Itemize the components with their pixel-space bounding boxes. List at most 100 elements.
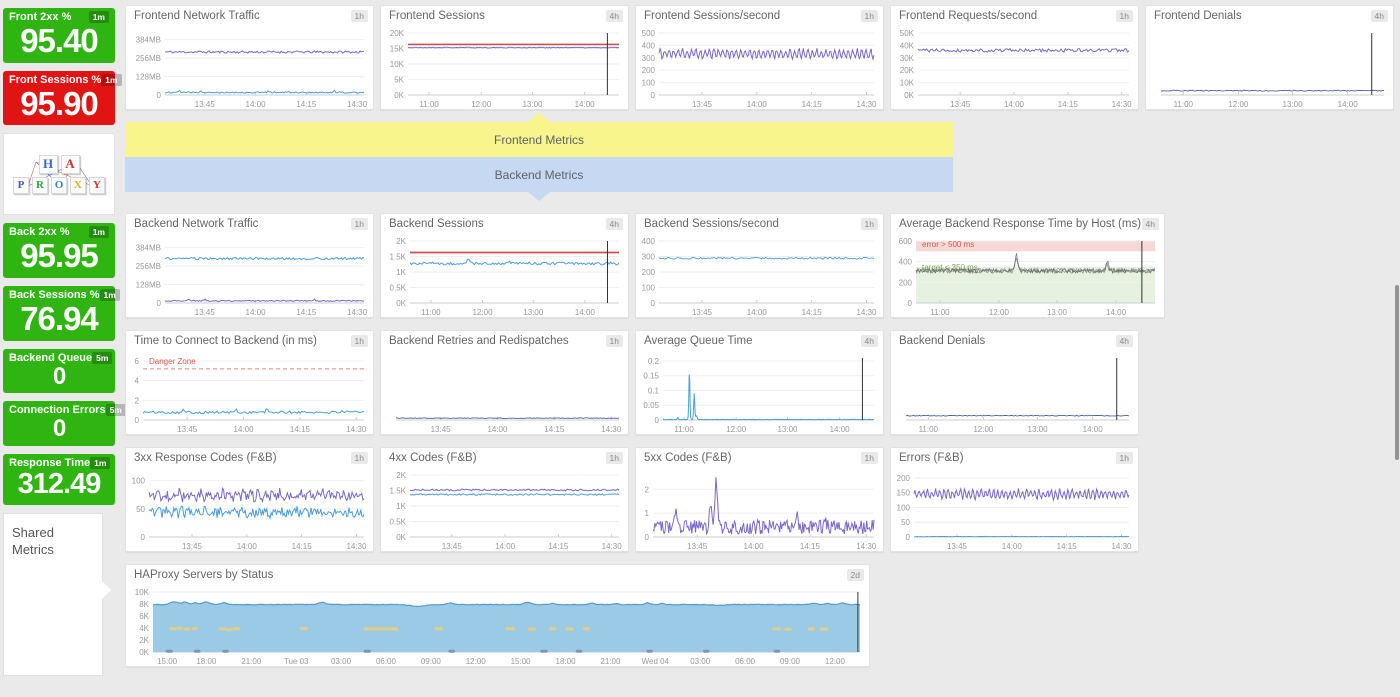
chart-title: Backend Sessions/second <box>644 218 779 230</box>
time-range-badge[interactable]: 1h <box>1115 10 1133 22</box>
time-to-connect-plot[interactable]: 0 2 4 6 13:45 14:00 14:15 14:30 Danger Zone <box>127 352 372 435</box>
chart-card-4xx-codes[interactable]: 4xx Codes (F&B) 1h 0K 0.5K 1K 1.5K 2K 13:45 14… <box>380 447 629 552</box>
metric-widget-front-sessions[interactable]: Front Sessions % 1m 95.90 <box>3 70 122 126</box>
backend-sessions-plot[interactable]: 0K 0.5K 1K 1.5K 2K 11:00 12:00 13:00 14:00 <box>382 235 627 318</box>
time-range-badge[interactable]: 1h <box>350 335 368 347</box>
svg-text:14:00: 14:00 <box>495 542 516 551</box>
time-range-badge[interactable]: 1h <box>860 10 878 22</box>
svg-text:14:30: 14:30 <box>856 542 877 551</box>
metric-value: 0 <box>52 362 66 390</box>
chart-card-backend-sessions-per-second[interactable]: Backend Sessions/second 1h 0 100 200 300 400… <box>635 213 884 318</box>
metric-widget-connection-errors[interactable]: Connection Errors 5m 0 <box>3 401 126 447</box>
time-range-badge[interactable]: 1h <box>860 452 878 464</box>
average-queue-time-plot[interactable]: 0 0.05 0.1 0.15 0.2 11:00 12:00 13:00 14:00 <box>637 352 882 435</box>
metric-widget-backend-queue[interactable]: Backend Queue 5m 0 <box>3 348 115 394</box>
time-range-badge[interactable]: 2d <box>846 569 864 581</box>
time-range-badge[interactable]: 1h <box>350 452 368 464</box>
time-range-badge[interactable]: 4h <box>1141 218 1159 230</box>
chart-header: Average Backend Response Time by Host (m… <box>891 214 1164 235</box>
svg-text:13:00: 13:00 <box>1047 308 1068 317</box>
time-range-badge[interactable]: 4h <box>1370 10 1388 22</box>
metric-value: 312.49 <box>17 468 102 501</box>
5xx-codes-plot[interactable]: 0 1 2 13:45 14:00 14:15 14:30 <box>637 469 882 552</box>
chart-card-average-backend-response-time[interactable]: Average Backend Response Time by Host (m… <box>890 213 1165 318</box>
metric-header: Response Time 1m <box>9 457 111 470</box>
time-range-badge[interactable]: 4h <box>1115 335 1133 347</box>
time-range-badge[interactable]: 1h <box>860 218 878 230</box>
chart-card-5xx-codes[interactable]: 5xx Codes (F&B) 1h 0 1 2 13:45 14:00 14:15 14:… <box>635 447 884 552</box>
svg-text:384MB: 384MB <box>136 244 161 253</box>
backend-sessions-per-second-plot[interactable]: 0 100 200 300 400 13:45 14:00 14:15 14:30 <box>637 235 882 318</box>
chart-card-frontend-denials[interactable]: Frontend Denials 4h 11:00 12:00 13:00 14:00 <box>1145 5 1394 110</box>
time-range-badge[interactable]: 1h <box>1115 452 1133 464</box>
chart-card-frontend-sessions-per-second[interactable]: Frontend Sessions/second 1h 0 100 200 300 40… <box>635 5 884 110</box>
time-range-badge[interactable]: 4h <box>605 10 623 22</box>
backend-network-traffic-plot[interactable]: 0 128MB 256MB 384MB 13:45 14:00 14:15 14:30 <box>127 235 372 318</box>
sidebar: Front 2xx % 1m 95.40 Front Sessions % 1m… <box>3 8 126 676</box>
logo-letter: X <box>70 176 86 194</box>
errors-plot[interactable]: 0 50 100 150 200 13:45 14:00 14:15 14:30 <box>892 469 1137 552</box>
haproxy-servers-by-status-plot[interactable]: 0K 2K 4K 6K 8K 10K 15:00 18:00 21:00 Tue 03 03:00 0… <box>127 586 868 667</box>
chart-card-time-to-connect[interactable]: Time to Connect to Backend (in ms) 1h 0 2… <box>125 330 374 435</box>
chart-header: 4xx Codes (F&B) 1h <box>381 448 628 469</box>
metric-widget-back-sessions[interactable]: Back Sessions % 1m 76.94 <box>3 285 120 341</box>
svg-text:200: 200 <box>899 278 913 287</box>
time-range-badge[interactable]: 1h <box>605 335 623 347</box>
svg-text:4K: 4K <box>139 624 149 633</box>
backend-retries-plot[interactable]: 13:45 14:00 14:15 14:30 <box>382 352 627 435</box>
svg-text:14:00: 14:00 <box>575 308 596 317</box>
4xx-codes-plot[interactable]: 0K 0.5K 1K 1.5K 2K 13:45 14:00 14:15 14:30 <box>382 469 627 552</box>
chart-card-backend-denials[interactable]: Backend Denials 4h 11:00 12:00 13:00 14:00 <box>890 330 1139 435</box>
chart-card-haproxy-servers-by-status[interactable]: HAProxy Servers by Status 2d 0K 2K 4K 6K 8K 1… <box>125 564 870 667</box>
frontend-network-traffic-plot[interactable]: 0 128MB 256MB 384MB 13:45 14:00 14:15 14:30 <box>127 27 372 110</box>
dashboard-grid: Frontend Network Traffic 1h 0 128MB 256MB 3… <box>125 5 1397 679</box>
chart-header: Frontend Sessions/second 1h <box>636 6 883 27</box>
time-range-badge[interactable]: 4h <box>605 218 623 230</box>
frontend-denials-plot[interactable]: 11:00 12:00 13:00 14:00 <box>1147 27 1392 110</box>
svg-text:6K: 6K <box>139 612 149 621</box>
metric-label: Connection Errors <box>9 404 106 417</box>
svg-text:13:45: 13:45 <box>431 425 452 434</box>
metric-widget-front-2xx[interactable]: Front 2xx % 1m 95.40 <box>3 8 115 63</box>
chart-header: Frontend Requests/second 1h <box>891 6 1138 27</box>
chart-card-frontend-network-traffic[interactable]: Frontend Network Traffic 1h 0 128MB 256MB 3… <box>125 5 374 110</box>
svg-text:14:00: 14:00 <box>1002 542 1023 551</box>
svg-text:target < 350 ms: target < 350 ms <box>922 263 978 272</box>
chart-card-frontend-sessions[interactable]: Frontend Sessions 4h 0K 5K 10K 15K 20K 11:00 1… <box>380 5 629 110</box>
metric-value: 95.40 <box>20 22 99 59</box>
svg-text:13:45: 13:45 <box>947 542 968 551</box>
time-range-badge[interactable]: 1h <box>605 452 623 464</box>
metric-widget-back-2xx[interactable]: Back 2xx % 1m 95.95 <box>3 223 115 278</box>
svg-text:Tue 03: Tue 03 <box>284 657 309 666</box>
average-backend-response-time-plot[interactable]: 0 200 400 600 11:00 12:00 13:00 14:00 error > 50… <box>892 235 1163 318</box>
metric-widget-response-time[interactable]: Response Time 1m 312.49 <box>3 454 115 505</box>
svg-text:0K: 0K <box>904 91 914 100</box>
metric-window-badge: 1m <box>101 73 122 86</box>
frontend-sessions-per-second-plot[interactable]: 0 100 200 300 400 500 13:45 14:00 14:15 14:30 <box>637 27 882 110</box>
svg-text:14:00: 14:00 <box>575 100 596 109</box>
chart-title: Backend Denials <box>899 335 986 347</box>
3xx-codes-plot[interactable]: 0 50 100 13:45 14:00 14:15 14:30 <box>127 469 372 552</box>
chart-card-backend-network-traffic[interactable]: Backend Network Traffic 1h 0 128MB 256MB 38… <box>125 213 374 318</box>
svg-text:0: 0 <box>651 299 656 308</box>
svg-text:14:30: 14:30 <box>856 100 877 109</box>
backend-metrics-arrow-icon <box>528 192 550 201</box>
vertical-scrollbar[interactable] <box>1395 285 1399 460</box>
backend-denials-plot[interactable]: 11:00 12:00 13:00 14:00 <box>892 352 1137 435</box>
frontend-requests-per-second-plot[interactable]: 0K 10K 20K 30K 40K 50K 13:45 14:00 14:15 14:30 <box>892 27 1137 110</box>
time-range-badge[interactable]: 1h <box>350 218 368 230</box>
metric-header: Connection Errors 5m <box>9 404 126 417</box>
chart-card-backend-retries[interactable]: Backend Retries and Redispatches 1h 13:4… <box>380 330 629 435</box>
chart-card-average-queue-time[interactable]: Average Queue Time 4h 0 0.05 0.1 0.15 0.2 11:… <box>635 330 884 435</box>
time-range-badge[interactable]: 4h <box>860 335 878 347</box>
svg-text:14:15: 14:15 <box>1058 100 1079 109</box>
chart-card-errors[interactable]: Errors (F&B) 1h 0 50 100 150 200 13:45 14:00 14… <box>890 447 1139 552</box>
frontend-sessions-plot[interactable]: 0K 5K 10K 15K 20K 11:00 12:00 13:00 14:00 <box>382 27 627 110</box>
chart-title: Frontend Requests/second <box>899 10 1038 22</box>
time-range-badge[interactable]: 1h <box>350 10 368 22</box>
svg-text:0: 0 <box>157 91 162 100</box>
chart-card-frontend-requests-per-second[interactable]: Frontend Requests/second 1h 0K 10K 20K 30K 4… <box>890 5 1139 110</box>
svg-text:12:00: 12:00 <box>726 425 747 434</box>
chart-card-3xx-codes[interactable]: 3xx Response Codes (F&B) 1h 0 50 100 13:45 1… <box>125 447 374 552</box>
chart-card-backend-sessions[interactable]: Backend Sessions 4h 0K 0.5K 1K 1.5K 2K 11:00 1… <box>380 213 629 318</box>
